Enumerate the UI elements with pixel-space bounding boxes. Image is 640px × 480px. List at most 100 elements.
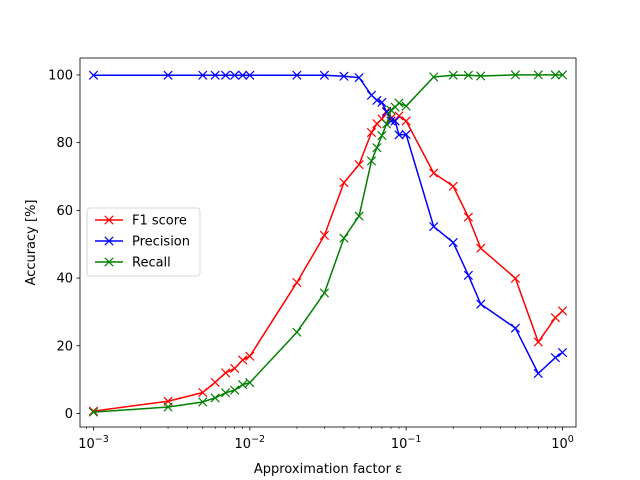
data-point-marker <box>88 70 99 80</box>
data-point-marker <box>377 97 387 107</box>
data-point-marker <box>319 70 330 80</box>
data-point-marker <box>339 177 349 188</box>
data-point-marker <box>476 243 486 253</box>
data-point-marker <box>377 130 387 141</box>
data-point-marker <box>292 277 302 288</box>
x-tick-label: 100 <box>551 434 574 452</box>
data-point-marker <box>381 119 392 129</box>
data-point-marker <box>230 385 240 395</box>
x-tick-label: 10−2 <box>235 434 266 452</box>
data-point-marker <box>88 406 99 416</box>
data-point-marker <box>354 160 364 170</box>
y-axis-label: Accuracy [%] <box>24 200 39 286</box>
data-point-marker <box>198 397 208 407</box>
data-point-marker <box>339 71 349 81</box>
legend-item: Recall <box>95 256 171 271</box>
data-point-marker <box>448 181 458 191</box>
data-point-marker <box>292 70 302 80</box>
data-point-marker <box>394 98 404 108</box>
data-point-marker <box>386 105 396 115</box>
legend-marker <box>104 215 114 225</box>
data-point-marker <box>366 156 377 166</box>
data-point-marker <box>238 355 248 365</box>
legend: F1 score Precision Recall <box>86 207 201 277</box>
data-point-marker <box>476 71 486 81</box>
series-precision <box>88 70 568 379</box>
data-point-marker <box>163 402 173 412</box>
data-point-marker <box>394 130 404 140</box>
data-point-marker <box>210 70 220 80</box>
data-point-marker <box>401 101 411 111</box>
data-point-marker <box>210 377 220 387</box>
legend-marker <box>104 257 114 267</box>
y-tick-label: 0 <box>65 407 73 422</box>
x-tick-label: 10−1 <box>391 434 422 452</box>
data-point-marker <box>366 127 377 138</box>
data-point-marker <box>220 70 231 80</box>
data-point-marker <box>163 70 173 80</box>
data-point-marker <box>372 143 382 153</box>
data-point-marker <box>533 70 543 80</box>
data-point-marker <box>245 70 255 80</box>
data-point-marker <box>557 70 568 80</box>
data-point-marker <box>510 70 521 80</box>
data-point-marker <box>220 388 231 398</box>
data-point-marker <box>510 323 521 333</box>
data-point-marker <box>319 288 330 298</box>
legend-label: F1 score <box>132 214 187 229</box>
y-tick-label: 20 <box>56 339 73 354</box>
data-point-marker <box>390 116 400 126</box>
data-point-marker <box>210 393 220 403</box>
data-point-marker <box>354 73 364 83</box>
legend-marker <box>104 236 114 246</box>
data-point-marker <box>238 380 248 390</box>
data-point-marker <box>220 368 231 378</box>
data-point-marker <box>550 70 560 80</box>
data-point-marker <box>354 211 364 221</box>
legend-label: Precision <box>132 235 190 250</box>
data-point-marker <box>533 368 543 379</box>
plot-area-frame <box>79 57 577 428</box>
data-point-marker <box>401 129 411 140</box>
data-point-marker <box>550 352 560 363</box>
data-point-marker <box>463 70 473 80</box>
x-axis-label: Approximation factor ε <box>254 462 402 477</box>
data-point-marker <box>319 230 330 241</box>
legend-label: Recall <box>132 256 171 271</box>
data-point-marker <box>238 70 248 80</box>
data-point-marker <box>292 327 302 337</box>
legend-item: Precision <box>95 235 190 250</box>
data-point-marker <box>429 72 439 82</box>
data-point-marker <box>394 111 404 121</box>
data-point-marker <box>88 407 99 417</box>
legend-box <box>86 207 201 277</box>
y-tick-label: 80 <box>56 136 73 151</box>
data-point-marker <box>230 70 240 80</box>
data-point-marker <box>401 116 411 126</box>
data-point-marker <box>557 306 568 316</box>
data-point-marker <box>245 351 255 361</box>
series-line <box>93 74 563 375</box>
data-point-marker <box>463 212 473 222</box>
data-point-marker <box>339 233 349 243</box>
data-point-marker <box>557 347 568 358</box>
series-layer <box>88 70 568 417</box>
legend-item: F1 score <box>95 214 187 229</box>
data-point-marker <box>448 70 458 80</box>
y-tick-label: 100 <box>48 68 73 83</box>
data-point-marker <box>372 95 382 105</box>
y-tick-label: 60 <box>56 204 73 219</box>
data-point-marker <box>429 221 439 232</box>
x-tick-label: 10−3 <box>78 434 109 452</box>
x-axis: 10−3 10−2 10−1 100 <box>78 427 574 452</box>
data-point-marker <box>510 273 521 284</box>
data-point-marker <box>230 363 240 374</box>
data-point-marker <box>245 378 255 388</box>
data-point-marker <box>448 237 458 248</box>
data-point-marker <box>463 270 473 280</box>
data-point-marker <box>429 168 439 178</box>
data-point-marker <box>198 387 208 398</box>
y-tick-label: 40 <box>56 272 73 287</box>
data-point-marker <box>476 299 486 309</box>
